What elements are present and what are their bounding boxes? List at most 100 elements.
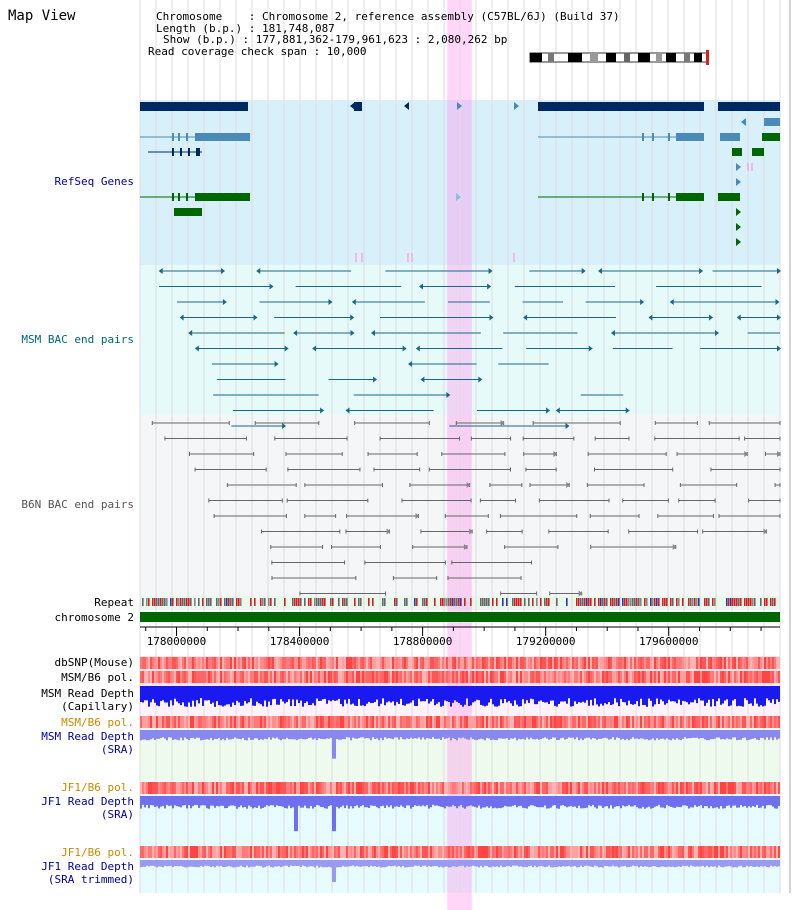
track-label-msm-depth-sra[interactable]: MSM Read Depth (SRA) <box>0 730 134 756</box>
jf1-b6-pol-cell <box>468 846 470 858</box>
jf1-b6-pol-cell <box>314 782 316 794</box>
msm-b6-pol-cell <box>228 671 230 683</box>
bac-end-arrow <box>709 314 714 321</box>
track-label-b6n-bac[interactable]: B6N BAC end pairs <box>21 498 134 511</box>
track-label-msm-depth-capillary[interactable]: MSM Read Depth (Capillary) <box>0 687 134 713</box>
bac-end-arrow <box>420 376 425 383</box>
msm-sra-depth-bar <box>164 730 166 739</box>
jf1-sra-depth-bar <box>738 796 740 808</box>
jf1-b6-pol-cell <box>742 846 744 858</box>
capillary-depth-bar <box>470 686 472 706</box>
jf1-b6-pol-cell <box>152 782 154 794</box>
jf1-trimmed-depth-bar <box>712 860 714 867</box>
capillary-depth-bar <box>340 686 342 705</box>
msm-b6-pol-cell <box>652 671 654 683</box>
jf1-trimmed-depth-bar <box>724 860 726 867</box>
gene-block <box>752 148 764 156</box>
jf1-b6-pol-cell <box>538 782 540 794</box>
jf1-trimmed-depth-bar <box>386 860 388 867</box>
jf1-b6-pol-cell <box>684 782 686 794</box>
capillary-depth-bar <box>254 686 256 706</box>
jf1-b6-pol-cell <box>172 782 174 794</box>
repeat-element <box>170 598 172 606</box>
jf1-sra-depth-bar <box>478 796 480 806</box>
msm-b6-pol-cell <box>164 671 166 683</box>
gene-block <box>174 208 202 216</box>
track-label-repeat[interactable]: Repeat <box>94 596 134 609</box>
dbsnp-cell <box>704 657 706 669</box>
track-label-msm-b6-pol-2[interactable]: MSM/B6 pol. <box>61 716 134 729</box>
jf1-trimmed-depth-bar <box>344 860 346 867</box>
repeat-element <box>540 598 542 606</box>
repeat-element <box>580 598 582 606</box>
jf1-b6-pol-cell <box>470 846 472 858</box>
jf1-trimmed-depth-bar <box>744 860 746 868</box>
track-label-refseq[interactable]: RefSeq Genes <box>54 175 134 188</box>
repeat-element <box>188 598 190 606</box>
track-label-jf1-depth-sra[interactable]: JF1 Read Depth (SRA) <box>0 795 134 821</box>
msm-sra-depth-bar <box>596 730 598 740</box>
msm-b6-pol-cell <box>164 716 166 728</box>
bac-end-arrow <box>253 314 258 321</box>
jf1-b6-pol-cell <box>412 782 414 794</box>
jf1-trimmed-depth-bar <box>680 860 682 867</box>
jf1-b6-pol-cell <box>548 846 550 858</box>
jf1-trimmed-depth-bar <box>708 860 710 868</box>
jf1-trimmed-depth-bar <box>256 860 258 866</box>
capillary-depth-bar <box>232 686 234 703</box>
track-label-chromosome[interactable]: chromosome 2 <box>54 611 134 624</box>
label-line-2: (Capillary) <box>61 700 134 713</box>
capillary-depth-bar <box>600 686 602 704</box>
capillary-depth-bar <box>180 686 182 706</box>
jf1-b6-pol-cell <box>702 846 704 858</box>
dbsnp-cell <box>436 657 438 669</box>
track-label-dbsnp[interactable]: dbSNP(Mouse) <box>54 656 134 669</box>
jf1-trimmed-depth-bar <box>772 860 774 867</box>
track-label-jf1-b6-pol-2[interactable]: JF1/B6 pol. <box>61 846 134 859</box>
jf1-sra-depth-bar <box>646 796 648 808</box>
msm-b6-pol-cell <box>718 671 720 683</box>
jf1-trimmed-depth-bar <box>312 860 314 867</box>
track-label-msm-bac[interactable]: MSM BAC end pairs <box>21 333 134 346</box>
dbsnp-cell <box>676 657 678 669</box>
jf1-b6-pol-cell <box>504 846 506 858</box>
msm-sra-depth-bar <box>336 730 338 740</box>
jf1-b6-pol-cell <box>508 846 510 858</box>
repeat-element <box>626 598 628 606</box>
msm-b6-pol-cell <box>248 716 250 728</box>
repeat-element <box>330 598 332 606</box>
msm-b6-pol-cell <box>646 671 648 683</box>
capillary-depth-bar <box>296 686 298 700</box>
track-label-jf1-b6-pol-1[interactable]: JF1/B6 pol. <box>61 781 134 794</box>
dbsnp-cell <box>296 657 298 669</box>
jf1-b6-pol-cell <box>666 782 668 794</box>
msm-b6-pol-cell <box>512 671 514 683</box>
dbsnp-cell <box>534 657 536 669</box>
jf1-b6-pol-cell <box>632 846 634 858</box>
jf1-b6-pol-cell <box>162 846 164 858</box>
capillary-depth-bar <box>538 686 540 702</box>
capillary-depth-bar <box>268 686 270 702</box>
jf1-b6-pol-cell <box>428 782 430 794</box>
jf1-b6-pol-cell <box>602 782 604 794</box>
jf1-sra-depth-bar <box>532 796 534 806</box>
track-label-msm-b6-pol-1[interactable]: MSM/B6 pol. <box>61 671 134 684</box>
repeat-element <box>406 598 408 606</box>
jf1-b6-pol-cell <box>276 846 278 858</box>
msm-b6-pol-cell <box>140 716 142 728</box>
capillary-depth-bar <box>606 686 608 705</box>
repeat-element <box>630 598 632 606</box>
capillary-depth-bar <box>432 686 434 700</box>
jf1-b6-pol-cell <box>178 782 180 794</box>
msm-b6-pol-cell <box>508 671 510 683</box>
capillary-depth-bar <box>250 686 252 699</box>
label-line-1: JF1 Read Depth <box>41 795 134 808</box>
msm-b6-pol-cell <box>748 716 750 728</box>
dbsnp-cell <box>264 657 266 669</box>
jf1-trimmed-depth-bar <box>634 860 636 867</box>
msm-b6-pol-cell <box>334 671 336 683</box>
track-label-jf1-depth-trimmed[interactable]: JF1 Read Depth (SRA trimmed) <box>0 860 134 886</box>
jf1-b6-pol-cell <box>392 846 394 858</box>
dbsnp-cell <box>558 657 560 669</box>
